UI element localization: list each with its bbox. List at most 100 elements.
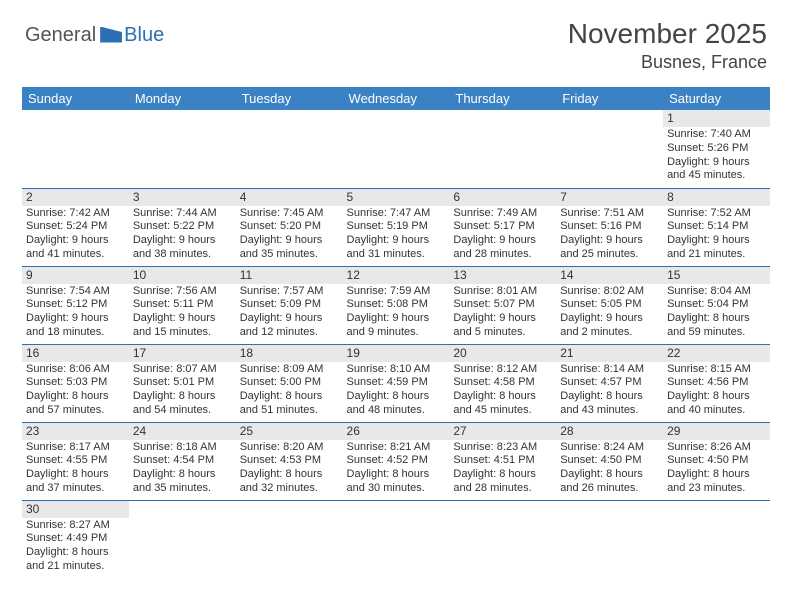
- day-number: 9: [22, 267, 129, 284]
- day-number: 29: [663, 423, 770, 440]
- calendar-cell: 23Sunrise: 8:17 AMSunset: 4:55 PMDayligh…: [22, 422, 129, 500]
- sunrise-line: Sunrise: 7:40 AM: [667, 128, 766, 142]
- day-body: Sunrise: 7:44 AMSunset: 5:22 PMDaylight:…: [129, 206, 236, 264]
- calendar-cell: [449, 500, 556, 578]
- daylight-line: Daylight: 9 hours and 18 minutes.: [26, 312, 125, 340]
- calendar-cell: 14Sunrise: 8:02 AMSunset: 5:05 PMDayligh…: [556, 266, 663, 344]
- daylight-line: Daylight: 9 hours and 35 minutes.: [240, 234, 339, 262]
- sunrise-line: Sunrise: 7:52 AM: [667, 207, 766, 221]
- calendar-cell: 2Sunrise: 7:42 AMSunset: 5:24 PMDaylight…: [22, 188, 129, 266]
- day-body: Sunrise: 8:26 AMSunset: 4:50 PMDaylight:…: [663, 440, 770, 498]
- calendar-cell: 4Sunrise: 7:45 AMSunset: 5:20 PMDaylight…: [236, 188, 343, 266]
- day-body: Sunrise: 7:42 AMSunset: 5:24 PMDaylight:…: [22, 206, 129, 264]
- sunset-line: Sunset: 5:19 PM: [347, 220, 446, 234]
- calendar-row: 16Sunrise: 8:06 AMSunset: 5:03 PMDayligh…: [22, 344, 770, 422]
- sunset-line: Sunset: 4:58 PM: [453, 376, 552, 390]
- calendar-row: 9Sunrise: 7:54 AMSunset: 5:12 PMDaylight…: [22, 266, 770, 344]
- calendar-cell: 15Sunrise: 8:04 AMSunset: 5:04 PMDayligh…: [663, 266, 770, 344]
- calendar-cell: 6Sunrise: 7:49 AMSunset: 5:17 PMDaylight…: [449, 188, 556, 266]
- daylight-line: Daylight: 8 hours and 21 minutes.: [26, 546, 125, 574]
- sunrise-line: Sunrise: 7:56 AM: [133, 285, 232, 299]
- day-number: 28: [556, 423, 663, 440]
- sunset-line: Sunset: 4:55 PM: [26, 454, 125, 468]
- day-body: Sunrise: 7:54 AMSunset: 5:12 PMDaylight:…: [22, 284, 129, 342]
- sunrise-line: Sunrise: 7:42 AM: [26, 207, 125, 221]
- calendar-cell: 8Sunrise: 7:52 AMSunset: 5:14 PMDaylight…: [663, 188, 770, 266]
- calendar-cell: 20Sunrise: 8:12 AMSunset: 4:58 PMDayligh…: [449, 344, 556, 422]
- calendar-cell: [449, 110, 556, 188]
- calendar-cell: 18Sunrise: 8:09 AMSunset: 5:00 PMDayligh…: [236, 344, 343, 422]
- daylight-line: Daylight: 8 hours and 30 minutes.: [347, 468, 446, 496]
- sunrise-line: Sunrise: 8:02 AM: [560, 285, 659, 299]
- sunset-line: Sunset: 5:11 PM: [133, 298, 232, 312]
- daylight-line: Daylight: 8 hours and 57 minutes.: [26, 390, 125, 418]
- day-body: Sunrise: 8:24 AMSunset: 4:50 PMDaylight:…: [556, 440, 663, 498]
- brand-logo: General Blue: [25, 18, 164, 47]
- day-number: 16: [22, 345, 129, 362]
- day-number: 22: [663, 345, 770, 362]
- day-number: 25: [236, 423, 343, 440]
- daylight-line: Daylight: 8 hours and 23 minutes.: [667, 468, 766, 496]
- calendar-cell: [129, 500, 236, 578]
- calendar-cell: 22Sunrise: 8:15 AMSunset: 4:56 PMDayligh…: [663, 344, 770, 422]
- day-body: Sunrise: 8:17 AMSunset: 4:55 PMDaylight:…: [22, 440, 129, 498]
- day-number: 5: [343, 189, 450, 206]
- sunset-line: Sunset: 5:14 PM: [667, 220, 766, 234]
- location-label: Busnes, France: [568, 52, 767, 73]
- daylight-line: Daylight: 8 hours and 28 minutes.: [453, 468, 552, 496]
- day-number: 10: [129, 267, 236, 284]
- weekday-header: Tuesday: [236, 87, 343, 110]
- calendar-cell: [129, 110, 236, 188]
- calendar-cell: 24Sunrise: 8:18 AMSunset: 4:54 PMDayligh…: [129, 422, 236, 500]
- day-body: Sunrise: 7:47 AMSunset: 5:19 PMDaylight:…: [343, 206, 450, 264]
- sunset-line: Sunset: 5:26 PM: [667, 142, 766, 156]
- calendar-cell: 21Sunrise: 8:14 AMSunset: 4:57 PMDayligh…: [556, 344, 663, 422]
- sunrise-line: Sunrise: 8:27 AM: [26, 519, 125, 533]
- calendar-cell: [22, 110, 129, 188]
- day-body: Sunrise: 8:20 AMSunset: 4:53 PMDaylight:…: [236, 440, 343, 498]
- sunrise-line: Sunrise: 7:57 AM: [240, 285, 339, 299]
- sunrise-line: Sunrise: 8:20 AM: [240, 441, 339, 455]
- day-number: 27: [449, 423, 556, 440]
- sunset-line: Sunset: 5:22 PM: [133, 220, 232, 234]
- page-header: General Blue November 2025 Busnes, Franc…: [0, 0, 792, 81]
- daylight-line: Daylight: 8 hours and 37 minutes.: [26, 468, 125, 496]
- day-body: Sunrise: 8:10 AMSunset: 4:59 PMDaylight:…: [343, 362, 450, 420]
- day-number: 24: [129, 423, 236, 440]
- calendar-cell: 12Sunrise: 7:59 AMSunset: 5:08 PMDayligh…: [343, 266, 450, 344]
- day-number: 8: [663, 189, 770, 206]
- daylight-line: Daylight: 8 hours and 54 minutes.: [133, 390, 232, 418]
- calendar-cell: 3Sunrise: 7:44 AMSunset: 5:22 PMDaylight…: [129, 188, 236, 266]
- month-title: November 2025: [568, 18, 767, 50]
- sunset-line: Sunset: 4:53 PM: [240, 454, 339, 468]
- day-body: Sunrise: 8:06 AMSunset: 5:03 PMDaylight:…: [22, 362, 129, 420]
- daylight-line: Daylight: 8 hours and 32 minutes.: [240, 468, 339, 496]
- day-number: 4: [236, 189, 343, 206]
- sunrise-line: Sunrise: 8:09 AM: [240, 363, 339, 377]
- sunrise-line: Sunrise: 8:14 AM: [560, 363, 659, 377]
- calendar-cell: 9Sunrise: 7:54 AMSunset: 5:12 PMDaylight…: [22, 266, 129, 344]
- day-body: Sunrise: 8:02 AMSunset: 5:05 PMDaylight:…: [556, 284, 663, 342]
- day-number: 1: [663, 110, 770, 127]
- day-number: 14: [556, 267, 663, 284]
- sunset-line: Sunset: 4:49 PM: [26, 532, 125, 546]
- day-number: 13: [449, 267, 556, 284]
- sunset-line: Sunset: 5:12 PM: [26, 298, 125, 312]
- sunrise-line: Sunrise: 8:07 AM: [133, 363, 232, 377]
- calendar-row: 30Sunrise: 8:27 AMSunset: 4:49 PMDayligh…: [22, 500, 770, 578]
- sunrise-line: Sunrise: 7:47 AM: [347, 207, 446, 221]
- day-body: Sunrise: 7:57 AMSunset: 5:09 PMDaylight:…: [236, 284, 343, 342]
- sunset-line: Sunset: 5:09 PM: [240, 298, 339, 312]
- day-number: 7: [556, 189, 663, 206]
- sunset-line: Sunset: 5:04 PM: [667, 298, 766, 312]
- calendar-cell: 7Sunrise: 7:51 AMSunset: 5:16 PMDaylight…: [556, 188, 663, 266]
- day-body: Sunrise: 8:12 AMSunset: 4:58 PMDaylight:…: [449, 362, 556, 420]
- sunrise-line: Sunrise: 8:15 AM: [667, 363, 766, 377]
- calendar-cell: 30Sunrise: 8:27 AMSunset: 4:49 PMDayligh…: [22, 500, 129, 578]
- weekday-header: Wednesday: [343, 87, 450, 110]
- day-body: Sunrise: 7:45 AMSunset: 5:20 PMDaylight:…: [236, 206, 343, 264]
- calendar-cell: 25Sunrise: 8:20 AMSunset: 4:53 PMDayligh…: [236, 422, 343, 500]
- calendar-cell: 10Sunrise: 7:56 AMSunset: 5:11 PMDayligh…: [129, 266, 236, 344]
- day-body: Sunrise: 8:09 AMSunset: 5:00 PMDaylight:…: [236, 362, 343, 420]
- calendar-cell: 29Sunrise: 8:26 AMSunset: 4:50 PMDayligh…: [663, 422, 770, 500]
